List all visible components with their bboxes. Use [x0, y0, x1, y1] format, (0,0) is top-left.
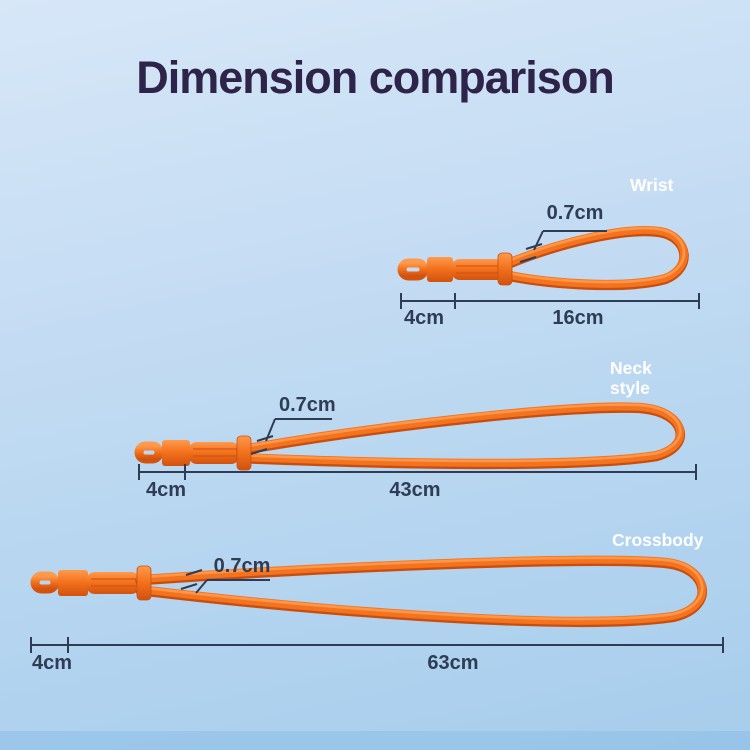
wrist-thickness-label: 0.7cm: [546, 202, 604, 224]
neck-measure-line: [138, 464, 697, 480]
neck-cord-loop: [236, 402, 685, 470]
neck-sleeve: [188, 442, 240, 464]
wrist-tab-length-label: 4cm: [403, 307, 445, 329]
crossbody-cord-loop: [135, 555, 707, 627]
crossbody-tab-length-label: 4cm: [31, 652, 73, 674]
neck-slider: [236, 435, 252, 471]
neck-thickness-leader: [250, 418, 332, 455]
page-title: Dimension comparison: [136, 52, 615, 103]
neck-loop-length-label: 43cm: [389, 479, 441, 501]
neck-clasp-body: [162, 440, 190, 466]
neck-tab-length-label: 4cm: [145, 479, 187, 501]
wrist-style-label: Wrist: [630, 175, 674, 195]
wrist-clasp-ring: [397, 258, 429, 281]
background-floor-seam: [0, 731, 750, 750]
crossbody-slider: [136, 565, 152, 601]
crossbody-thickness-label: 0.7cm: [213, 555, 271, 577]
crossbody-clasp-body: [58, 570, 88, 596]
crossbody-loop-length-label: 63cm: [427, 652, 479, 674]
wrist-clasp-body: [427, 257, 453, 282]
neck-thickness-label: 0.7cm: [279, 394, 336, 416]
wrist-thickness-leader: [519, 230, 607, 263]
wrist-cord-loop: [500, 226, 689, 291]
neck-lanyard-graphic: [134, 402, 697, 480]
wrist-sleeve: [451, 259, 505, 280]
crossbody-clasp-ring: [30, 571, 60, 594]
neck-clasp-ring: [134, 441, 164, 464]
wrist-measure-line: [400, 293, 700, 309]
crossbody-thickness-leader: [180, 569, 270, 594]
wrist-loop-length-label: 16cm: [552, 307, 604, 329]
wrist-lanyard-graphic: [397, 226, 700, 309]
crossbody-lanyard-graphic: [30, 555, 724, 653]
crossbody-style-label: Crossbody: [612, 530, 704, 550]
crossbody-sleeve: [86, 572, 140, 594]
wrist-slider: [497, 252, 513, 286]
neck-style-label: Neck style: [610, 358, 652, 398]
crossbody-measure-line: [30, 637, 724, 653]
